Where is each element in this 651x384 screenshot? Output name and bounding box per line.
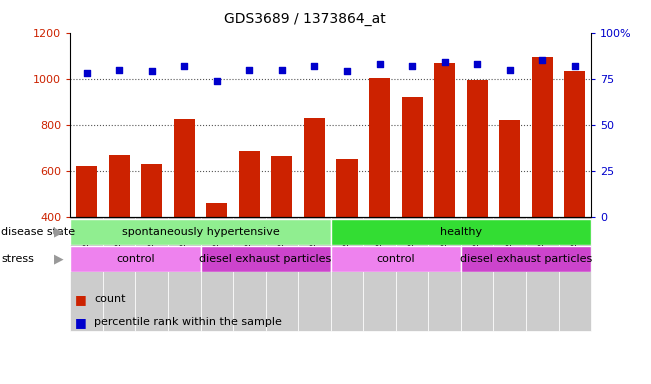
Point [309, 63, 320, 69]
Text: control: control [116, 254, 155, 264]
Bar [428, 217, 461, 331]
Point [114, 66, 124, 73]
Bar [559, 217, 591, 331]
Point [212, 78, 222, 84]
Bar [168, 217, 201, 331]
Point [537, 57, 547, 63]
Text: stress: stress [1, 254, 34, 264]
Text: control: control [376, 254, 415, 264]
Bar [499, 120, 520, 309]
Text: percentile rank within the sample: percentile rank within the sample [94, 317, 283, 327]
Bar [461, 246, 591, 272]
Bar [70, 246, 201, 272]
Bar [201, 246, 331, 272]
Text: ▶: ▶ [54, 253, 64, 266]
Bar [141, 164, 162, 309]
Bar [201, 217, 233, 331]
Point [374, 61, 385, 67]
Bar [174, 119, 195, 309]
Point [179, 63, 189, 69]
Bar [271, 156, 292, 309]
Text: ■: ■ [75, 293, 87, 306]
Bar [331, 246, 461, 272]
Bar [526, 217, 559, 331]
Bar [298, 217, 331, 331]
Bar [331, 219, 591, 245]
Point [81, 70, 92, 76]
Point [570, 63, 580, 69]
Bar [331, 217, 363, 331]
Bar [70, 219, 331, 245]
Bar [493, 217, 526, 331]
Text: disease state: disease state [1, 227, 76, 237]
Bar [304, 118, 325, 309]
Point [244, 66, 255, 73]
Bar [70, 217, 103, 331]
Bar [135, 217, 168, 331]
Text: ■: ■ [75, 316, 87, 329]
Bar [461, 217, 493, 331]
Point [146, 68, 157, 74]
Bar [467, 80, 488, 309]
Text: GDS3689 / 1373864_at: GDS3689 / 1373864_at [224, 12, 385, 25]
Bar [76, 166, 97, 309]
Bar [363, 217, 396, 331]
Text: diesel exhaust particles: diesel exhaust particles [199, 254, 332, 264]
Text: ▶: ▶ [54, 225, 64, 238]
Text: diesel exhaust particles: diesel exhaust particles [460, 254, 592, 264]
Bar [233, 217, 266, 331]
Point [277, 66, 287, 73]
Text: spontaneously hypertensive: spontaneously hypertensive [122, 227, 279, 237]
Bar [337, 159, 357, 309]
Bar [434, 63, 455, 309]
Bar [239, 151, 260, 309]
Point [439, 59, 450, 65]
Bar [532, 57, 553, 309]
Bar [103, 217, 135, 331]
Text: count: count [94, 294, 126, 304]
Bar [369, 78, 390, 309]
Point [342, 68, 352, 74]
Bar [396, 217, 428, 331]
Text: healthy: healthy [440, 227, 482, 237]
Bar [564, 71, 585, 309]
Bar [206, 203, 227, 309]
Point [472, 61, 482, 67]
Point [407, 63, 417, 69]
Bar [402, 97, 422, 309]
Point [505, 66, 515, 73]
Bar [109, 155, 130, 309]
Bar [266, 217, 298, 331]
